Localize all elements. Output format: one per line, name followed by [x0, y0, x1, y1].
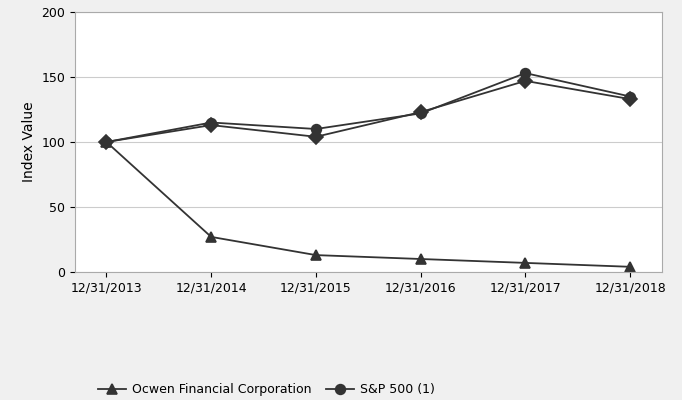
Y-axis label: Index Value: Index Value [22, 102, 36, 182]
